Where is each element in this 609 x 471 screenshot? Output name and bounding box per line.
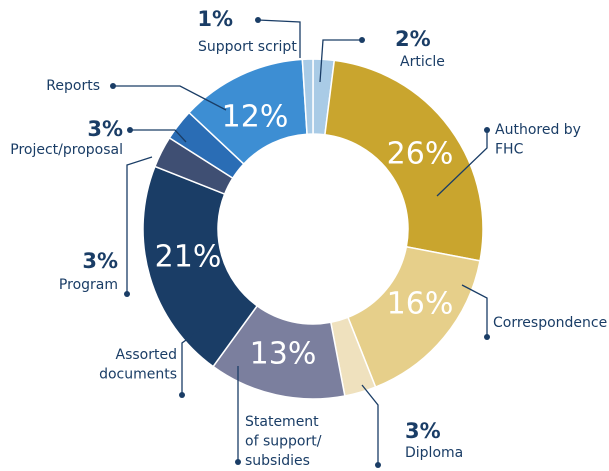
category-label: Support script [198,39,297,55]
leader-line [130,129,187,143]
leader-dot [110,83,116,89]
category-label: Authored by FHC [495,122,581,158]
category-label-line: subsidies [245,453,310,469]
donut-segment [324,59,484,262]
category-label: Assorted documents [99,347,177,383]
leader-line [181,329,201,395]
leader-line [361,384,379,465]
category-label-line: FHC [495,142,524,158]
percent-label: 16% [387,287,454,322]
category-label-line: of support/ [245,434,322,450]
percent-label: 1% [197,7,233,31]
leader-dot [235,459,241,465]
category-label-line: Statement [245,414,319,430]
category-label-line: documents [99,367,177,383]
donut-segment [301,58,314,135]
leader-dot [124,291,130,297]
leader-line [126,156,153,294]
category-label: Article [400,54,445,70]
percent-label: 26% [387,137,454,172]
leader-line [257,19,301,58]
category-label-line: Authored by [495,122,581,138]
percent-label: 21% [155,240,222,275]
category-label-line: Assorted [116,347,177,363]
category-label: Statement of support/subsidies [245,414,322,469]
leader-dot [127,127,133,133]
category-label: Reports [46,78,100,94]
leader-dot [484,334,490,340]
leader-dot [375,462,381,468]
leader-dot [359,37,365,43]
category-label: Diploma [405,445,463,461]
leader-line [319,39,362,83]
percent-label: 2% [395,27,431,51]
percent-label: 12% [222,100,289,135]
percent-label: 3% [405,419,441,443]
percent-label: 13% [250,337,317,372]
leader-dot [255,17,261,23]
leader-line [461,284,488,337]
leader-line [436,130,488,197]
leader-dot [484,127,490,133]
percent-label: 3% [82,249,118,273]
category-label: Correspondence [493,315,607,331]
percent-label: 3% [87,117,123,141]
category-label: Project/proposal [10,142,123,158]
leader-dot [179,392,185,398]
donut-segment [142,165,259,368]
category-label: Program [59,277,118,293]
leader-line [113,85,227,111]
